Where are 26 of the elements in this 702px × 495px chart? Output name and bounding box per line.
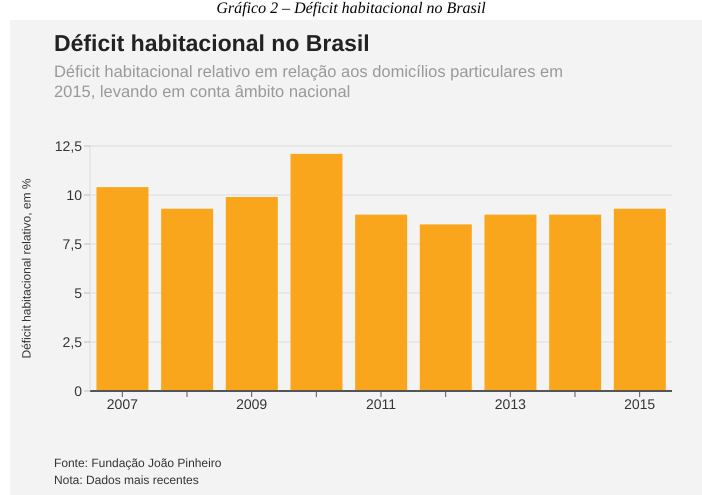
y-tick-label: 2,5	[62, 334, 82, 350]
x-tick-label: 2011	[366, 396, 396, 412]
bar	[420, 224, 472, 391]
y-tick-label: 12,5	[54, 138, 82, 154]
bar	[484, 214, 536, 391]
bar	[226, 196, 278, 391]
y-tick-label: 10	[66, 186, 82, 203]
bar	[549, 214, 602, 391]
bar	[355, 214, 408, 391]
y-axis-title: Déficit habitacional relativo, em %	[19, 178, 34, 359]
x-tick-label: 2009	[236, 396, 268, 412]
source-note: Fonte: Fundação João Pinheiro	[54, 455, 222, 472]
x-tick-label: 2013	[494, 396, 526, 412]
text: Nota: Dados mais recentes	[54, 472, 200, 489]
chart-title: Déficit habitacional no Brasil	[54, 30, 370, 57]
x-tick-label: 2015	[624, 396, 656, 412]
y-tick-label: 5	[74, 284, 82, 301]
bar	[161, 208, 214, 391]
bar	[614, 208, 666, 391]
x-tick-label: 2007	[106, 396, 138, 412]
bar	[290, 154, 342, 391]
bar	[96, 187, 148, 391]
text: Gráfico 2 – Déficit habitacional no Brasil	[215, 0, 487, 18]
y-tick-label: 0	[74, 382, 82, 399]
chart-subtitle: Déficit habitacional relativo em relação aos domicílios particulares em 2015, levando em conta âmbito nacional	[54, 62, 564, 102]
y-tick-label: 7,5	[62, 236, 82, 252]
